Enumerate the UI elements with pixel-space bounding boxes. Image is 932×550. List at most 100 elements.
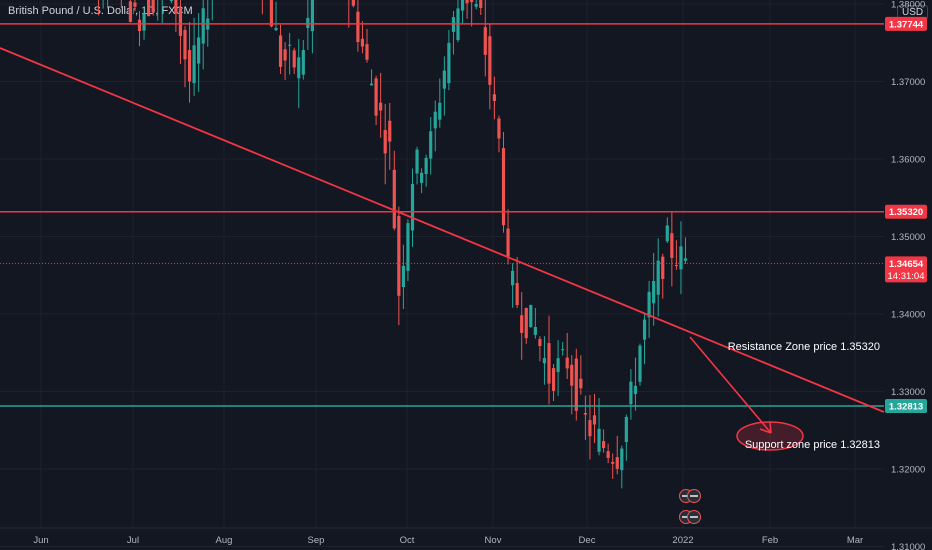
candle-body xyxy=(274,28,278,31)
candle-body xyxy=(297,57,301,79)
candle-body xyxy=(169,0,173,2)
candle-body xyxy=(615,457,619,469)
projection-arrow xyxy=(689,336,772,434)
candle-body xyxy=(283,49,287,61)
candle-body xyxy=(301,50,305,75)
candles xyxy=(98,0,688,489)
current-price-label: 1.34654 xyxy=(889,259,924,270)
candle-body xyxy=(483,27,487,55)
candle-body xyxy=(147,0,151,17)
x-tick-label: Dec xyxy=(579,535,596,546)
candle-body xyxy=(374,78,378,116)
current-price-tag xyxy=(885,256,927,283)
candle-body xyxy=(629,381,633,405)
y-tick-label: 1.34000 xyxy=(891,310,925,321)
candle-body xyxy=(679,246,683,270)
level-price-tag xyxy=(885,398,927,413)
support-target-ellipse xyxy=(736,421,804,451)
candle-body xyxy=(438,102,442,120)
x-tick-label: 2022 xyxy=(672,535,693,546)
candle-body xyxy=(620,448,624,471)
y-tick-label: 1.33000 xyxy=(891,387,925,398)
candle-body xyxy=(506,228,510,257)
candle-body xyxy=(551,368,556,391)
candle-body xyxy=(392,169,396,229)
candle-body xyxy=(533,326,537,335)
y-tick-label: 1.36000 xyxy=(891,155,925,166)
level-price-label: 1.32813 xyxy=(889,401,923,412)
trendline xyxy=(0,47,885,413)
candle-body xyxy=(633,385,638,395)
candle-body xyxy=(511,270,515,286)
candle-body xyxy=(488,36,492,85)
candle-body xyxy=(683,258,688,261)
trendlines xyxy=(0,47,885,451)
level-price-label: 1.37744 xyxy=(889,19,924,30)
projection-arrowhead xyxy=(759,421,772,434)
candle-body xyxy=(192,45,196,84)
candle-body xyxy=(661,256,665,279)
candle-body xyxy=(351,0,355,6)
resistance-annotation: Resistance Zone price 1.35320 xyxy=(728,341,880,353)
candle-body xyxy=(565,357,569,369)
candle-body xyxy=(583,412,587,415)
candle-body xyxy=(433,111,437,129)
candle-body xyxy=(542,358,547,364)
candle-body xyxy=(460,0,465,11)
candle-body xyxy=(388,120,392,142)
candle-body xyxy=(592,415,597,425)
candle-body xyxy=(638,345,642,382)
grid xyxy=(0,0,884,547)
x-tick-label: Nov xyxy=(485,535,502,546)
candle-body xyxy=(306,17,310,29)
candle-body xyxy=(397,215,401,296)
candle-body xyxy=(556,358,560,372)
candle-body xyxy=(151,0,155,13)
candle-body xyxy=(442,70,446,89)
candle-body xyxy=(197,37,201,64)
candle-body xyxy=(383,130,387,154)
candle-body xyxy=(360,38,365,47)
candle-body xyxy=(479,0,483,8)
candle-body xyxy=(142,13,146,31)
candle-body xyxy=(137,19,142,32)
candle-body xyxy=(611,461,615,464)
x-tick-label: Aug xyxy=(216,535,233,546)
candle-body xyxy=(547,343,551,384)
horizontal-levels xyxy=(0,23,884,407)
candle-body xyxy=(579,378,583,389)
candle-body xyxy=(465,0,469,4)
candle-body xyxy=(420,172,424,183)
candle-body xyxy=(588,420,592,437)
candle-body xyxy=(520,315,524,333)
price-axis: 1.423141.399881.377441.353201.328131.346… xyxy=(885,0,927,550)
y-tick-label: 1.37000 xyxy=(891,77,925,88)
candle-body xyxy=(492,94,496,102)
candle-body xyxy=(288,44,292,46)
candle-body xyxy=(401,265,405,288)
candle-body xyxy=(369,83,374,86)
candle-body xyxy=(624,416,628,443)
support-annotation: Support zone price 1.32813 xyxy=(745,439,880,451)
candle-body xyxy=(178,8,183,36)
candle-body xyxy=(365,44,369,60)
candle-body xyxy=(501,148,506,226)
candle-body xyxy=(292,50,296,68)
x-tick-label: Oct xyxy=(400,535,415,546)
candle-body xyxy=(406,223,410,271)
candle-body xyxy=(597,428,601,452)
candle-body xyxy=(187,50,192,82)
candle-body xyxy=(379,102,383,111)
level-price-tag xyxy=(885,204,927,219)
candle-body xyxy=(497,118,501,139)
candle-body xyxy=(574,358,578,411)
candle-body xyxy=(429,131,433,159)
candle-body xyxy=(538,339,542,347)
candle-body xyxy=(410,183,415,231)
level-price-label: 1.35320 xyxy=(889,207,923,218)
candle-body xyxy=(470,0,474,3)
candle-body xyxy=(674,265,678,267)
candle-body xyxy=(524,308,528,339)
candle-body xyxy=(356,11,360,43)
